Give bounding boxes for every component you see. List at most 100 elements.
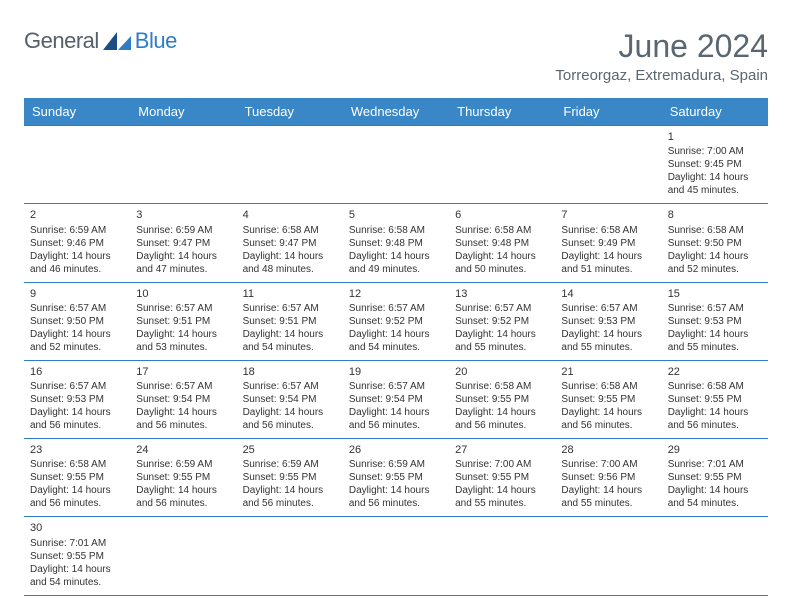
calendar-empty (555, 126, 661, 204)
day-number: 5 (349, 208, 443, 222)
calendar-day: 13Sunrise: 6:57 AMSunset: 9:52 PMDayligh… (449, 282, 555, 360)
sunset-line: Sunset: 9:51 PM (136, 315, 230, 328)
daylight-line: Daylight: 14 hours and 49 minutes. (349, 250, 443, 276)
sunrise-line: Sunrise: 6:58 AM (349, 224, 443, 237)
daylight-line: Daylight: 14 hours and 55 minutes. (668, 328, 762, 354)
day-number: 6 (455, 208, 549, 222)
day-number: 23 (30, 443, 124, 457)
day-header: Wednesday (343, 98, 449, 126)
calendar-day: 11Sunrise: 6:57 AMSunset: 9:51 PMDayligh… (237, 282, 343, 360)
calendar-day: 7Sunrise: 6:58 AMSunset: 9:49 PMDaylight… (555, 204, 661, 282)
daylight-line: Daylight: 14 hours and 51 minutes. (561, 250, 655, 276)
day-number: 3 (136, 208, 230, 222)
daylight-line: Daylight: 14 hours and 56 minutes. (349, 406, 443, 432)
sunrise-line: Sunrise: 7:00 AM (455, 458, 549, 471)
day-header: Friday (555, 98, 661, 126)
calendar-day: 23Sunrise: 6:58 AMSunset: 9:55 PMDayligh… (24, 439, 130, 517)
day-header: Thursday (449, 98, 555, 126)
daylight-line: Daylight: 14 hours and 54 minutes. (349, 328, 443, 354)
sunrise-line: Sunrise: 6:58 AM (455, 380, 549, 393)
sunrise-line: Sunrise: 7:01 AM (668, 458, 762, 471)
daylight-line: Daylight: 14 hours and 55 minutes. (561, 484, 655, 510)
sunset-line: Sunset: 9:56 PM (561, 471, 655, 484)
day-number: 16 (30, 365, 124, 379)
sunset-line: Sunset: 9:55 PM (136, 471, 230, 484)
sunset-line: Sunset: 9:48 PM (455, 237, 549, 250)
sunset-line: Sunset: 9:53 PM (561, 315, 655, 328)
day-number: 11 (243, 287, 337, 301)
calendar-day: 24Sunrise: 6:59 AMSunset: 9:55 PMDayligh… (130, 439, 236, 517)
sunrise-line: Sunrise: 6:58 AM (668, 380, 762, 393)
daylight-line: Daylight: 14 hours and 56 minutes. (30, 406, 124, 432)
day-number: 29 (668, 443, 762, 457)
daylight-line: Daylight: 14 hours and 56 minutes. (136, 484, 230, 510)
calendar-day: 30Sunrise: 7:01 AMSunset: 9:55 PMDayligh… (24, 517, 130, 595)
daylight-line: Daylight: 14 hours and 55 minutes. (561, 328, 655, 354)
calendar-empty (449, 126, 555, 204)
sunrise-line: Sunrise: 6:58 AM (561, 380, 655, 393)
calendar-week: 2Sunrise: 6:59 AMSunset: 9:46 PMDaylight… (24, 204, 768, 282)
logo-text-b: Blue (135, 28, 177, 54)
sunset-line: Sunset: 9:54 PM (349, 393, 443, 406)
calendar-day: 12Sunrise: 6:57 AMSunset: 9:52 PMDayligh… (343, 282, 449, 360)
daylight-line: Daylight: 14 hours and 50 minutes. (455, 250, 549, 276)
calendar-day: 25Sunrise: 6:59 AMSunset: 9:55 PMDayligh… (237, 439, 343, 517)
day-number: 25 (243, 443, 337, 457)
sunrise-line: Sunrise: 6:58 AM (561, 224, 655, 237)
day-number: 20 (455, 365, 549, 379)
calendar-day: 4Sunrise: 6:58 AMSunset: 9:47 PMDaylight… (237, 204, 343, 282)
sunset-line: Sunset: 9:53 PM (668, 315, 762, 328)
sunrise-line: Sunrise: 6:58 AM (30, 458, 124, 471)
sunrise-line: Sunrise: 6:59 AM (243, 458, 337, 471)
daylight-line: Daylight: 14 hours and 54 minutes. (668, 484, 762, 510)
calendar-empty (662, 517, 768, 595)
sunrise-line: Sunrise: 6:57 AM (243, 380, 337, 393)
calendar-table: SundayMondayTuesdayWednesdayThursdayFrid… (24, 98, 768, 596)
sunrise-line: Sunrise: 6:58 AM (455, 224, 549, 237)
daylight-line: Daylight: 14 hours and 56 minutes. (349, 484, 443, 510)
sunset-line: Sunset: 9:50 PM (668, 237, 762, 250)
calendar-week: 1Sunrise: 7:00 AMSunset: 9:45 PMDaylight… (24, 126, 768, 204)
daylight-line: Daylight: 14 hours and 46 minutes. (30, 250, 124, 276)
day-number: 22 (668, 365, 762, 379)
calendar-day: 3Sunrise: 6:59 AMSunset: 9:47 PMDaylight… (130, 204, 236, 282)
day-number: 18 (243, 365, 337, 379)
day-number: 27 (455, 443, 549, 457)
sunset-line: Sunset: 9:55 PM (349, 471, 443, 484)
daylight-line: Daylight: 14 hours and 52 minutes. (668, 250, 762, 276)
sunset-line: Sunset: 9:50 PM (30, 315, 124, 328)
sunrise-line: Sunrise: 6:57 AM (30, 302, 124, 315)
day-number: 17 (136, 365, 230, 379)
day-number: 4 (243, 208, 337, 222)
sunrise-line: Sunrise: 6:58 AM (668, 224, 762, 237)
sunrise-line: Sunrise: 6:57 AM (136, 380, 230, 393)
calendar-day: 6 Sunrise: 6:58 AMSunset: 9:48 PMDaylight… (449, 204, 555, 282)
logo-text-a: General (24, 28, 99, 54)
day-header: Tuesday (237, 98, 343, 126)
sunrise-line: Sunrise: 7:01 AM (30, 537, 124, 550)
calendar-empty (24, 126, 130, 204)
day-number: 30 (30, 521, 124, 535)
header: General Blue June 2024 Torreorgaz, Extre… (24, 28, 768, 84)
sunset-line: Sunset: 9:54 PM (243, 393, 337, 406)
calendar-day: 27Sunrise: 7:00 AMSunset: 9:55 PMDayligh… (449, 439, 555, 517)
calendar-empty (130, 126, 236, 204)
calendar-day: 9Sunrise: 6:57 AMSunset: 9:50 PMDaylight… (24, 282, 130, 360)
day-number: 13 (455, 287, 549, 301)
calendar-day: 26Sunrise: 6:59 AMSunset: 9:55 PMDayligh… (343, 439, 449, 517)
daylight-line: Daylight: 14 hours and 55 minutes. (455, 328, 549, 354)
day-number: 28 (561, 443, 655, 457)
calendar-week: 23Sunrise: 6:58 AMSunset: 9:55 PMDayligh… (24, 439, 768, 517)
day-header: Sunday (24, 98, 130, 126)
calendar-empty (237, 517, 343, 595)
sunset-line: Sunset: 9:55 PM (668, 393, 762, 406)
calendar-day: 2Sunrise: 6:59 AMSunset: 9:46 PMDaylight… (24, 204, 130, 282)
sunset-line: Sunset: 9:48 PM (349, 237, 443, 250)
daylight-line: Daylight: 14 hours and 47 minutes. (136, 250, 230, 276)
sunset-line: Sunset: 9:47 PM (243, 237, 337, 250)
sunset-line: Sunset: 9:55 PM (455, 393, 549, 406)
sunset-line: Sunset: 9:55 PM (30, 471, 124, 484)
sunrise-line: Sunrise: 6:57 AM (561, 302, 655, 315)
sunrise-line: Sunrise: 6:57 AM (455, 302, 549, 315)
sunrise-line: Sunrise: 6:57 AM (136, 302, 230, 315)
